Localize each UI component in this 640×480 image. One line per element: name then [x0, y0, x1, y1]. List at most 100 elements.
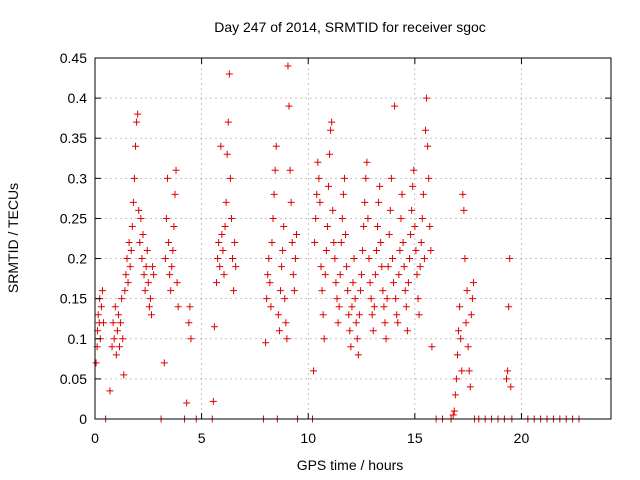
- data-point: [311, 239, 319, 247]
- data-point: [173, 279, 181, 287]
- data-point: [230, 287, 238, 295]
- data-point: [100, 319, 108, 327]
- data-point: [363, 158, 371, 166]
- data-point: [409, 182, 417, 190]
- data-point: [402, 303, 410, 311]
- data-point: [462, 319, 470, 327]
- data-point: [108, 343, 116, 351]
- y-tick-label: 0.3: [68, 170, 88, 186]
- data-point: [94, 311, 102, 319]
- data-point: [330, 239, 338, 247]
- data-point: [171, 190, 179, 198]
- data-point: [125, 239, 133, 247]
- data-point: [388, 255, 396, 263]
- data-point: [323, 222, 331, 230]
- data-points: [92, 62, 583, 423]
- data-point: [342, 230, 350, 238]
- data-point: [162, 214, 170, 222]
- data-point: [456, 303, 464, 311]
- data-point: [463, 287, 471, 295]
- y-tick-label: 0.4: [68, 90, 88, 106]
- data-point: [392, 295, 400, 303]
- data-point: [464, 343, 472, 351]
- y-tick-label: 0: [79, 411, 87, 427]
- data-point: [355, 311, 363, 319]
- data-point: [109, 319, 117, 327]
- data-point: [377, 239, 385, 247]
- data-point: [428, 343, 436, 351]
- y-tick-label: 0.2: [68, 251, 88, 267]
- data-point: [111, 303, 119, 311]
- data-point: [367, 295, 375, 303]
- data-point: [143, 247, 151, 255]
- data-point: [216, 263, 224, 271]
- data-point: [396, 247, 404, 255]
- data-point: [128, 222, 136, 230]
- data-point: [337, 239, 345, 247]
- data-point: [413, 271, 421, 279]
- data-point: [292, 230, 300, 238]
- y-tick-label: 0.1: [68, 331, 88, 347]
- data-point: [226, 174, 234, 182]
- data-point: [459, 190, 467, 198]
- data-point: [224, 118, 232, 126]
- data-point: [371, 271, 379, 279]
- data-point: [354, 351, 362, 359]
- data-point: [350, 255, 358, 263]
- y-tick-label: 0.05: [60, 371, 87, 387]
- data-point: [452, 375, 460, 383]
- data-point: [183, 399, 191, 407]
- data-point: [453, 351, 461, 359]
- data-point: [335, 303, 343, 311]
- data-point: [112, 351, 120, 359]
- data-point: [110, 335, 118, 343]
- data-point: [369, 327, 377, 335]
- data-point: [267, 303, 275, 311]
- data-point: [332, 279, 340, 287]
- data-point: [465, 367, 473, 375]
- data-point: [92, 359, 100, 367]
- data-point: [137, 214, 145, 222]
- data-point: [326, 150, 334, 158]
- data-point: [461, 255, 469, 263]
- data-point: [381, 319, 389, 327]
- data-point: [368, 311, 376, 319]
- data-point: [225, 70, 233, 78]
- data-point: [214, 255, 222, 263]
- data-point: [266, 279, 274, 287]
- data-point: [460, 206, 468, 214]
- data-point: [120, 371, 128, 379]
- data-point: [134, 110, 142, 118]
- data-point: [384, 263, 392, 271]
- data-point: [327, 126, 335, 134]
- data-point: [160, 359, 168, 367]
- data-point: [353, 335, 361, 343]
- data-point: [451, 391, 459, 399]
- data-point: [328, 118, 336, 126]
- x-axis-label: GPS time / hours: [297, 457, 404, 473]
- data-point: [117, 319, 125, 327]
- data-point: [129, 198, 137, 206]
- data-point: [319, 311, 327, 319]
- data-point: [222, 198, 230, 206]
- plot-frame: [94, 57, 612, 420]
- data-point: [130, 174, 138, 182]
- data-point: [270, 190, 278, 198]
- data-point: [317, 263, 325, 271]
- data-point: [334, 319, 342, 327]
- data-point: [106, 387, 114, 395]
- data-point: [219, 247, 227, 255]
- data-point: [382, 335, 390, 343]
- data-point: [218, 230, 226, 238]
- data-point: [380, 303, 388, 311]
- y-axis-label: SRMTID / TECUs: [5, 183, 21, 293]
- x-tick-label: 15: [407, 430, 423, 446]
- x-tick-label: 0: [91, 430, 99, 446]
- data-point: [333, 295, 341, 303]
- data-point: [288, 239, 296, 247]
- data-point: [262, 339, 270, 347]
- data-point: [322, 247, 330, 255]
- data-point: [468, 295, 476, 303]
